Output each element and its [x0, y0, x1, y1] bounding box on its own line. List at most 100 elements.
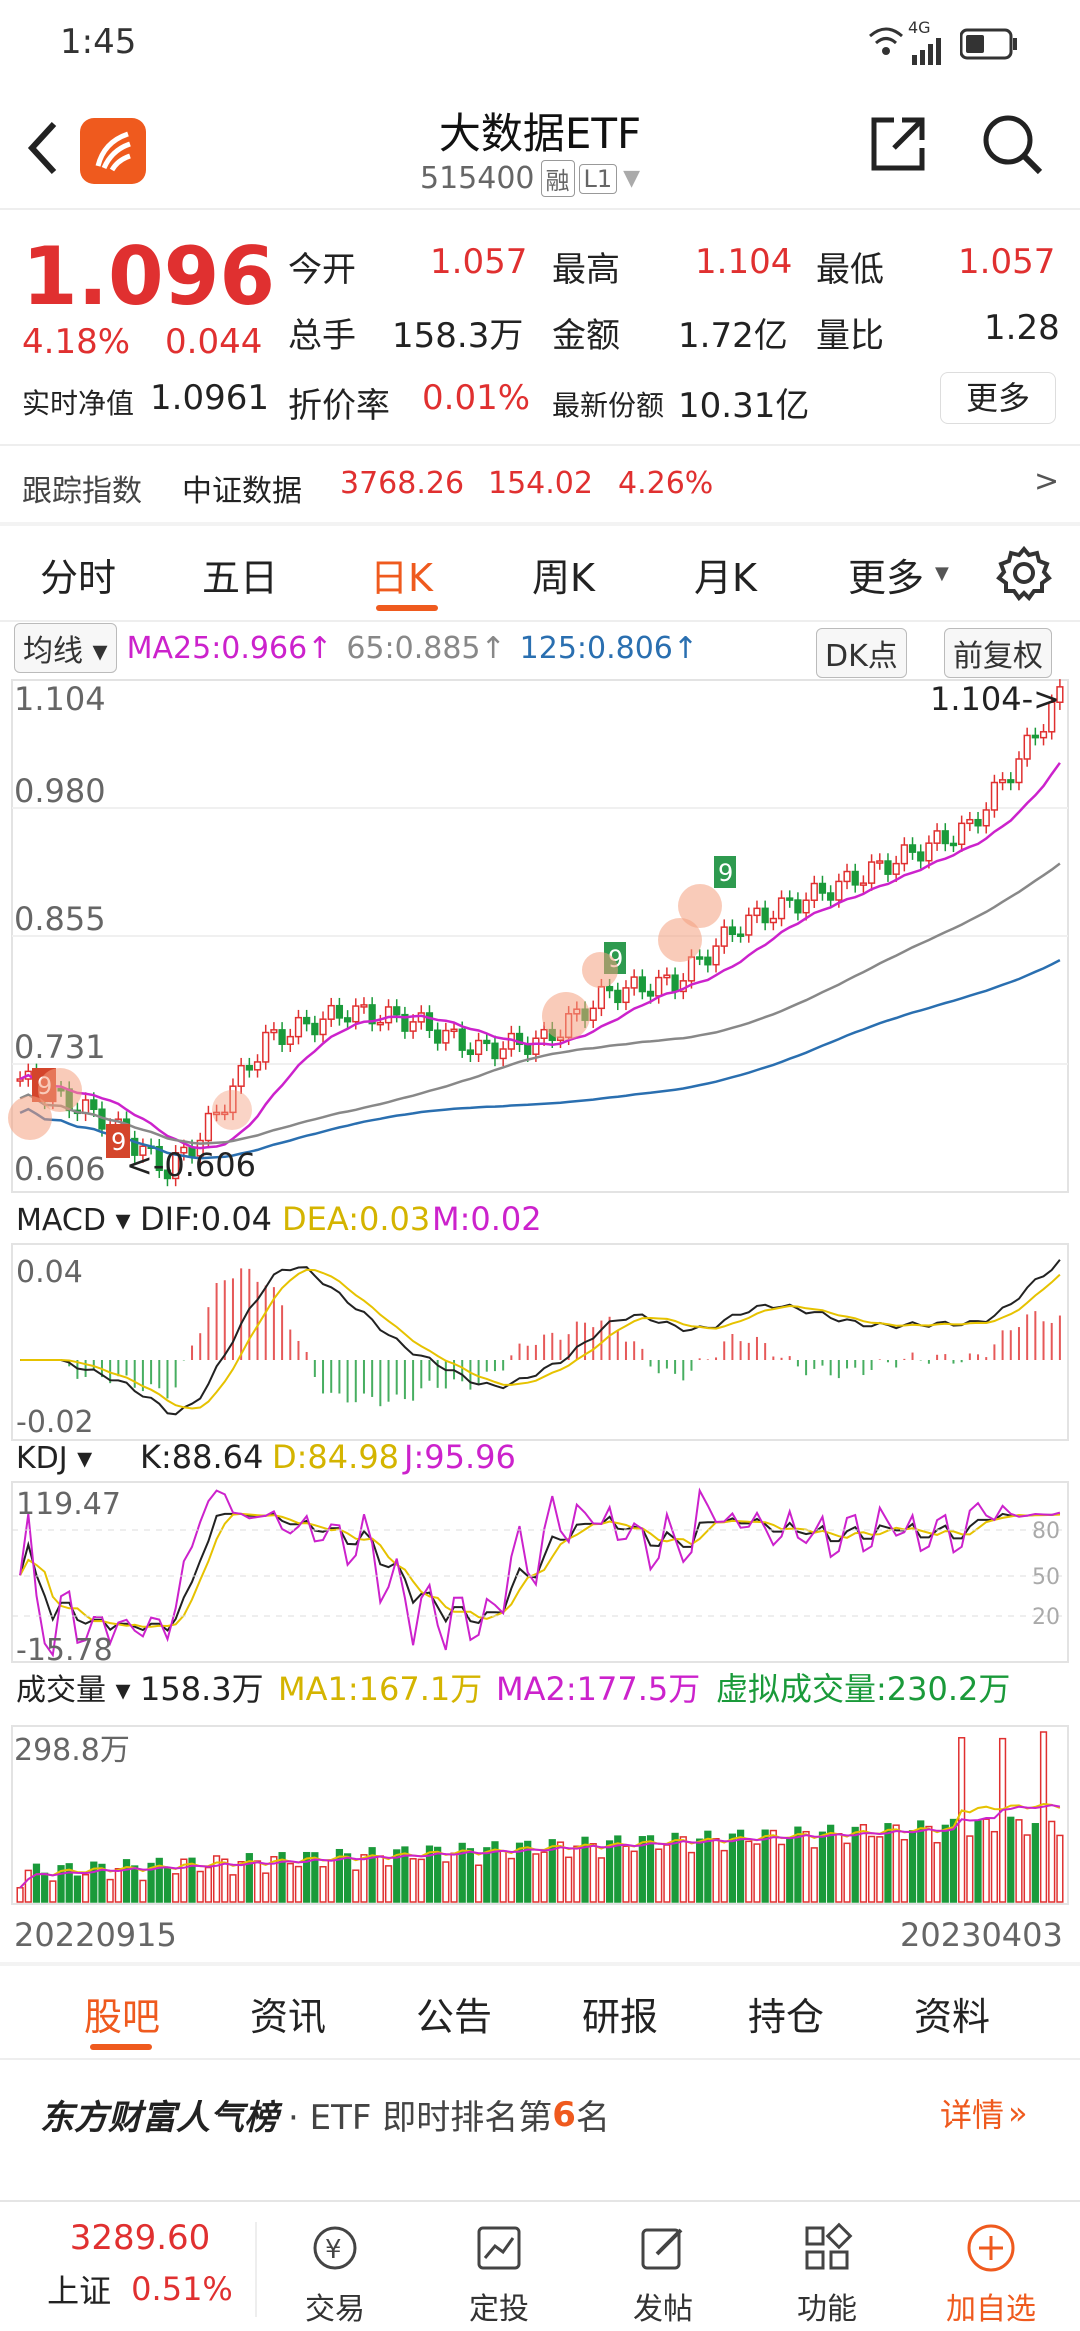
candle-body: [622, 987, 630, 1004]
tab-research[interactable]: 研报: [582, 1995, 659, 2039]
volume-bar: [376, 1855, 384, 1903]
volume-bar: [933, 1841, 941, 1903]
volume-bar: [614, 1835, 622, 1903]
ma-selector[interactable]: 均线 ▾: [14, 623, 117, 673]
chevron-right-icon[interactable]: >: [1034, 464, 1060, 499]
detail-link[interactable]: 详情»: [940, 2090, 1028, 2136]
nav-functions[interactable]: 功能: [762, 2220, 892, 2328]
volume-bar: [728, 1833, 737, 1903]
volume-bar: [425, 1845, 434, 1903]
candle-body: [466, 1049, 475, 1056]
volume-bar: [794, 1826, 802, 1903]
tab-five-day[interactable]: 五日: [202, 556, 279, 600]
tab-weekly-k[interactable]: 周K: [532, 556, 595, 600]
candle-body: [131, 1137, 139, 1156]
candle-body: [303, 1016, 311, 1025]
volume-bar: [581, 1836, 589, 1903]
nav-post[interactable]: 发帖: [598, 2220, 728, 2328]
candle-body: [237, 1064, 245, 1087]
volume-bar: [311, 1852, 319, 1903]
volume-bar: [294, 1865, 303, 1903]
share-icon[interactable]: [868, 114, 928, 178]
kline-y-label-bottom: 0.606: [14, 1150, 106, 1188]
kline-y-label-top: 1.104: [14, 680, 106, 718]
candle-body: [671, 974, 679, 993]
volume-bar: [638, 1836, 646, 1903]
high-value: 1.104: [695, 242, 793, 282]
svg-text:9: 9: [718, 859, 733, 887]
track-index-name[interactable]: 中证数据: [182, 474, 302, 509]
double-chevron-icon: »: [1008, 2094, 1028, 2132]
volume-selector[interactable]: 成交量 ▾: [16, 1673, 131, 1708]
last-price: 1.096: [22, 230, 276, 323]
volume-bar: [245, 1853, 253, 1903]
amount-label: 金额: [552, 316, 620, 356]
volume-bar: [262, 1872, 270, 1903]
volume-bar: [622, 1845, 630, 1903]
volume-bar: [540, 1851, 548, 1903]
nav-invest-plan[interactable]: 定投: [434, 2220, 564, 2328]
tab-monthly-k[interactable]: 月K: [694, 556, 757, 600]
change-percent: 4.18%: [22, 322, 131, 362]
volume-bar: [802, 1830, 810, 1903]
nav-trade[interactable]: ¥ 交易: [270, 2220, 400, 2328]
candle-body: [524, 1043, 532, 1055]
volume-bar: [270, 1856, 278, 1903]
macd-selector[interactable]: MACD ▾: [16, 1203, 131, 1238]
gear-icon[interactable]: [996, 545, 1052, 610]
amount-value: 1.72亿: [678, 316, 788, 356]
volume-ma2-line: [19, 1804, 1061, 1889]
tab-intraday[interactable]: 分时: [40, 556, 117, 600]
candle-body: [229, 1085, 237, 1114]
adjust-button[interactable]: 前复权: [944, 628, 1052, 678]
page-title: 大数据ETF: [438, 109, 642, 158]
macd-dif: DIF:0.04: [140, 1200, 272, 1238]
ma65-value: 65:0.885↑: [346, 630, 506, 666]
kdj-level-80: 80: [1032, 1519, 1060, 1544]
volume-bar: [810, 1847, 818, 1903]
more-button[interactable]: 更多: [940, 372, 1056, 424]
candle-body: [843, 870, 851, 883]
volume-bar: [687, 1851, 696, 1903]
tab-holdings[interactable]: 持仓: [748, 1995, 825, 2039]
candle-body: [245, 1064, 253, 1071]
kdj-selector[interactable]: KDJ ▾: [16, 1441, 92, 1476]
candlestick-series: [16, 679, 1064, 1187]
dropdown-icon[interactable]: ▼: [623, 166, 641, 191]
volume-bar: [1015, 1819, 1023, 1903]
rank-number: 6: [552, 2094, 576, 2135]
popularity-rank[interactable]: 东方财富人气榜 · ETF 即时排名第 6 名: [40, 2090, 610, 2139]
tab-news[interactable]: 资讯: [250, 1995, 327, 2039]
date-end: 20230403: [900, 1916, 1063, 1954]
volume-bar: [998, 1737, 1007, 1903]
dk-point-button[interactable]: DK点: [816, 628, 907, 678]
tab-more[interactable]: 更多: [848, 556, 925, 600]
kline-chart-area[interactable]: 9 9 9 9 1.104 0.980 0.855 0.731 0.606 1.…: [0, 670, 1080, 1960]
high-label: 最高: [552, 250, 620, 290]
candle-body: [163, 1169, 172, 1180]
back-icon[interactable]: [22, 118, 62, 182]
volume-bar: [352, 1869, 360, 1903]
nav-post-label: 发帖: [633, 2292, 693, 2327]
volume-bar: [532, 1853, 540, 1903]
candle-body: [589, 1007, 597, 1021]
volume-bar: [327, 1859, 335, 1903]
volume-bar: [507, 1857, 515, 1903]
tab-profile[interactable]: 资料: [914, 1995, 991, 2039]
security-code-row: 515400 融 L1 ▼: [420, 160, 640, 197]
tab-forum[interactable]: 股吧: [84, 1995, 161, 2039]
search-icon[interactable]: [980, 112, 1044, 180]
max-price-note: 1.104->: [930, 680, 1060, 718]
candle-body: [450, 1028, 458, 1033]
index-ticker[interactable]: 3289.60 上证 0.51%: [30, 2218, 250, 2312]
candle-body: [614, 989, 622, 1004]
tab-announcements[interactable]: 公告: [416, 1995, 493, 2039]
volume-bar: [253, 1860, 262, 1903]
volume-bar: [1007, 1816, 1015, 1903]
tab-daily-k[interactable]: 日K: [370, 556, 433, 600]
nav-add-watchlist[interactable]: 加自选: [926, 2220, 1056, 2328]
candle-body: [204, 1112, 213, 1142]
candle-body: [786, 897, 794, 901]
volume-bar: [589, 1843, 597, 1903]
kdj-level-50: 50: [1032, 1565, 1060, 1590]
